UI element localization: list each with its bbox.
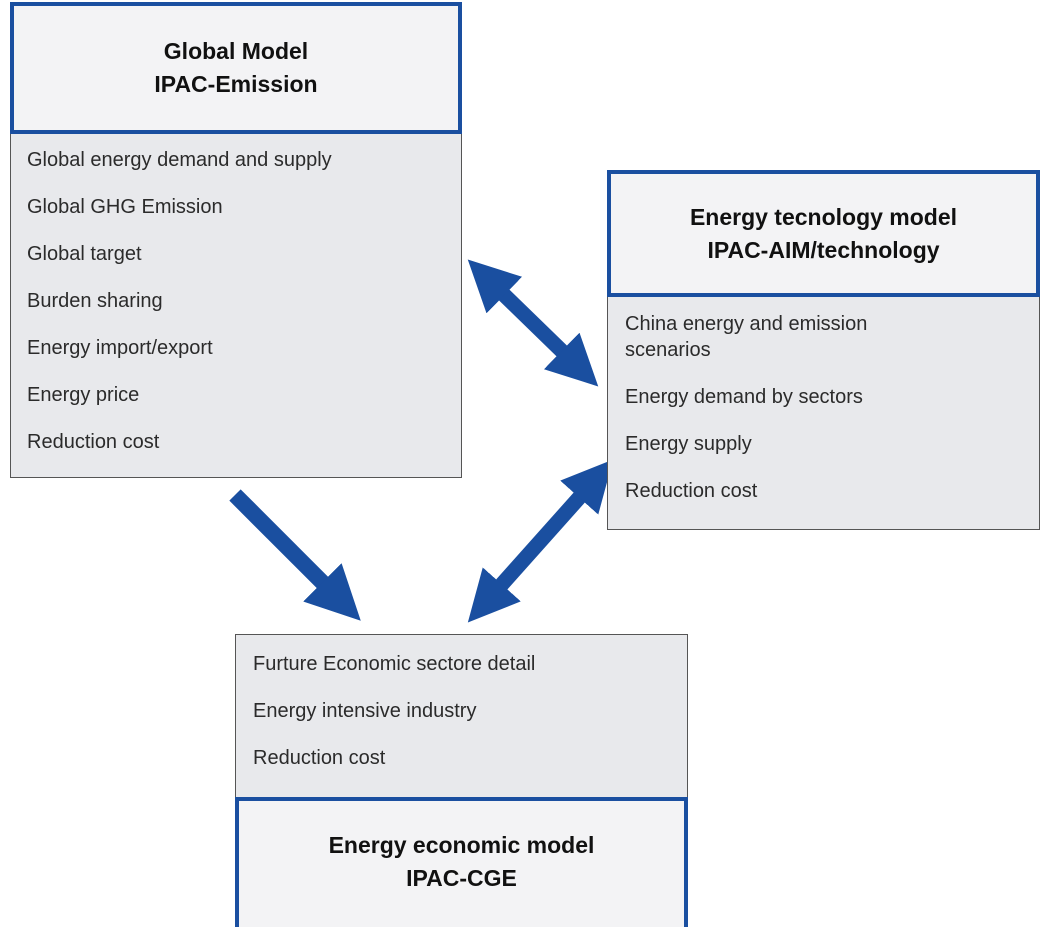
node-header: Energy tecnology model IPAC-AIM/technolo…	[607, 170, 1040, 297]
node-title: Energy tecnology model	[689, 203, 958, 230]
node-subtitle: IPAC-CGE	[406, 865, 517, 891]
node-item: Reduction cost	[253, 747, 386, 769]
node-item: Energy demand by sectors	[625, 386, 863, 408]
node-item: Global target	[27, 243, 142, 265]
node-list: Global energy demand and supply Global GH…	[10, 128, 462, 478]
node-subtitle: IPAC-Emission	[154, 71, 318, 97]
node-item: China energy and emission scenarios	[625, 313, 868, 361]
node-item: Energy supply	[625, 433, 752, 455]
node-item: Reduction cost	[27, 431, 160, 453]
node-header: Global Model IPAC-Emission	[10, 2, 462, 134]
node-item: Energy intensive industry	[253, 700, 477, 722]
arrow-global-cge	[229, 489, 361, 621]
arrow-global-tech	[467, 259, 599, 387]
node-title: Energy economic model	[328, 832, 595, 858]
node-list: China energy and emission scenarios Energ…	[607, 292, 1040, 530]
node-item: Energy import/export	[27, 337, 213, 359]
node-item: Global GHG Emission	[27, 196, 223, 218]
node-list: Furture Economic sectore detail Energy in…	[235, 634, 688, 802]
node-subtitle: IPAC-AIM/technology	[707, 236, 940, 263]
node-item: Furture Economic sectore detail	[253, 653, 536, 675]
node-item: Energy price	[27, 384, 140, 406]
node-item: Reduction cost	[625, 480, 758, 502]
node-header: Energy economic model IPAC-CGE	[235, 797, 688, 927]
node-item: Global energy demand and supply	[27, 149, 332, 171]
node-title: Global Model	[163, 38, 309, 64]
node-item: Burden sharing	[27, 290, 163, 312]
arrow-tech-cge	[467, 459, 614, 623]
